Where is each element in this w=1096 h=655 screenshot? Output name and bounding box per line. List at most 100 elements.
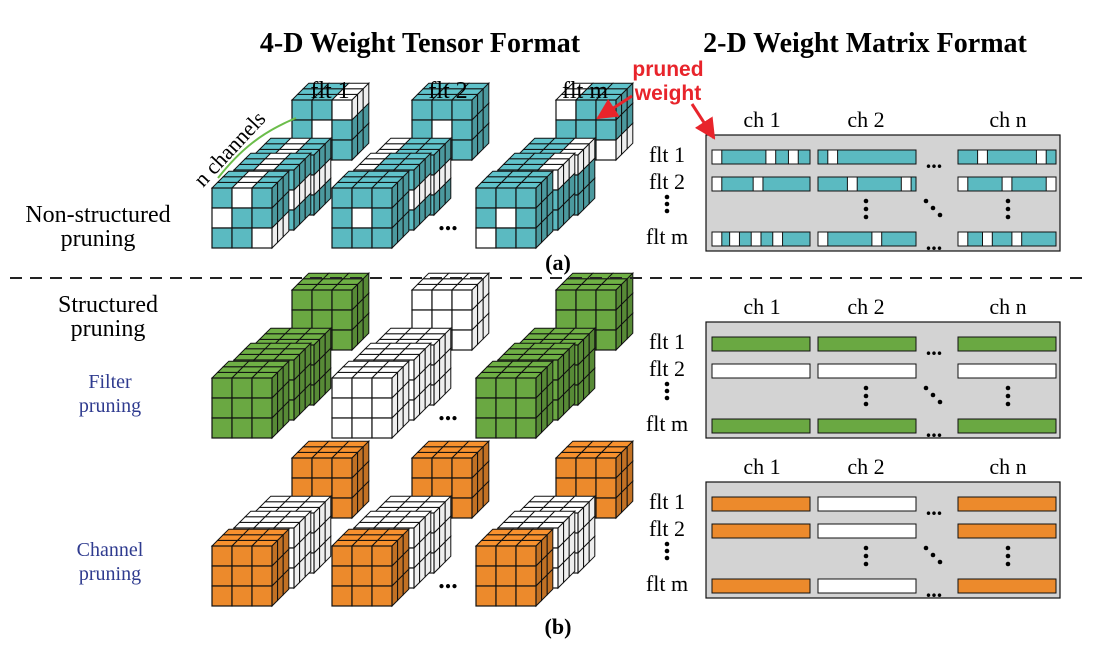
filter-pruning-label-line2: pruning: [79, 395, 141, 417]
left-title: 4-D Weight Tensor Format: [260, 28, 581, 59]
channel-pruning-filter-1-front-cube: [210, 527, 291, 608]
row-label: flt 2: [649, 169, 685, 194]
weight-bar: [711, 149, 811, 165]
weight-bar: [711, 523, 811, 539]
row-label: flt m: [646, 571, 688, 596]
nonstructured-filter-2: [330, 81, 491, 250]
filter-label-m: flt m: [562, 78, 608, 104]
nonstructured-filter-1: [210, 81, 371, 250]
nonstructured-filter-2-front-cube: [330, 169, 411, 250]
row-label: flt m: [646, 224, 688, 249]
column-label: ch n: [989, 107, 1026, 132]
weight-bar: [817, 496, 917, 512]
tensor-cubes: [210, 81, 635, 608]
channel-pruning-filter-3-front-cube: [474, 527, 555, 608]
filter-pruning-label-line1: Filter: [88, 371, 132, 393]
structured-label-line2: pruning: [71, 316, 146, 342]
weight-bar: [711, 418, 811, 434]
nonstructured-filter-2-back-cube: [410, 81, 491, 162]
nonstructured-label-line1: Non-structured: [25, 202, 170, 228]
channel-pruning-filter-2-back-cube: [410, 439, 491, 520]
row-label: flt 2: [649, 516, 685, 541]
weight-bar: [817, 523, 917, 539]
weight-bar: [711, 496, 811, 512]
nonstructured-filter-3: [474, 81, 635, 250]
channel-pruning-filter-3: [474, 439, 635, 608]
channel-pruning-label-line1: Channel: [77, 539, 144, 561]
channel-pruning-filter-1: [210, 439, 371, 608]
filter-pruning-filter-1-front-cube: [210, 359, 291, 440]
column-label: ch 1: [743, 107, 780, 132]
weight-bar: [957, 176, 1057, 192]
weight-bar: [817, 149, 917, 165]
pruned-weight-label-line2: weight: [634, 82, 702, 105]
row-label: flt 2: [649, 356, 685, 381]
channel-curve: [217, 117, 297, 179]
matrix-ellipsis: ...: [926, 495, 943, 520]
filter-pruning-filter-1: [210, 271, 371, 440]
weight-bar: [711, 336, 811, 352]
weight-bar: [957, 149, 1057, 165]
weight-bar: [817, 363, 917, 379]
weight-bar: [957, 578, 1057, 594]
column-label: ch 2: [847, 107, 884, 132]
nonstructured-label-line2: pruning: [61, 226, 136, 252]
column-label: ch 2: [847, 454, 884, 479]
weight-bar: [957, 523, 1057, 539]
column-label: ch 1: [743, 294, 780, 319]
weight-bar: [711, 578, 811, 594]
weight-bar: [711, 176, 811, 192]
filter-ellipsis-channel: ...: [438, 565, 458, 594]
caption-a: (a): [545, 250, 571, 275]
filter-pruning-filter-2: [330, 271, 491, 440]
matrix-ellipsis: ...: [926, 417, 943, 442]
row-label: flt 1: [649, 489, 685, 514]
weight-bar: [957, 231, 1057, 247]
column-label: ch 1: [743, 454, 780, 479]
filter-pruning-filter-3-front-cube: [474, 359, 555, 440]
weight-bar: [817, 418, 917, 434]
pruned-weight-label-line1: pruned: [632, 58, 703, 81]
column-label: ch n: [989, 454, 1026, 479]
row-label: flt m: [646, 411, 688, 436]
nonstructured-filter-3-front-cube: [474, 169, 555, 250]
column-label: ch n: [989, 294, 1026, 319]
right-title: 2-D Weight Matrix Format: [703, 28, 1027, 59]
weight-bar: [817, 336, 917, 352]
filter-label-1: flt 1: [310, 78, 349, 104]
weight-bar: [711, 363, 811, 379]
filter-ellipsis-a: ...: [438, 207, 458, 236]
weight-bar: [957, 418, 1057, 434]
matrix-ellipsis: ...: [926, 230, 943, 255]
weight-bar: [957, 363, 1057, 379]
pruned-arrow-right: [690, 103, 716, 140]
weight-bar: [817, 231, 917, 247]
row-label: flt 1: [649, 142, 685, 167]
column-label: ch 2: [847, 294, 884, 319]
nonstructured-filter-1-front-cube: [210, 169, 291, 250]
filter-pruning-filter-2-front-cube: [330, 359, 411, 440]
weight-bar: [817, 578, 917, 594]
channel-pruning-filter-2-front-cube: [330, 527, 411, 608]
filter-label-2: flt 2: [428, 78, 467, 104]
channel-pruning-filter-2: [330, 439, 491, 608]
weight-bar: [817, 176, 917, 192]
weight-bar: [711, 231, 811, 247]
row-label: flt 1: [649, 329, 685, 354]
weight-bar: [957, 336, 1057, 352]
matrix-ellipsis: ...: [926, 335, 943, 360]
filter-pruning-filter-3: [474, 271, 635, 440]
weight-bar: [957, 496, 1057, 512]
pruned-arrow-left: [596, 94, 633, 120]
filter-ellipsis-filter: ...: [438, 397, 458, 426]
caption-b: (b): [545, 614, 572, 639]
matrix-ellipsis: ...: [926, 577, 943, 602]
filter-pruning-filter-1-back-cube: [290, 271, 371, 352]
matrix-ellipsis: ...: [926, 148, 943, 173]
structured-label-line1: Structured: [58, 292, 158, 318]
